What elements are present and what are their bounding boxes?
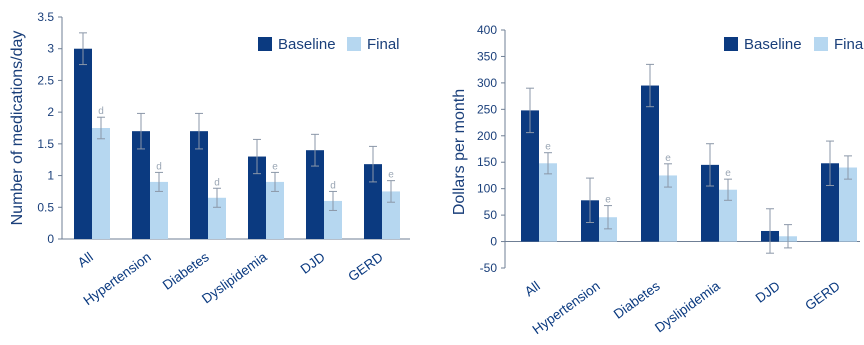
chart1-significance-label: e <box>388 170 394 181</box>
chart2-y-tick-label: 200 <box>477 129 497 143</box>
chart1-bar-final-dyslipidemia <box>266 181 284 239</box>
chart1-bar-final-gerd <box>382 191 400 239</box>
chart1-significance-label: e <box>272 161 278 172</box>
chart2-category-label: Dyslipidemia <box>652 278 723 335</box>
chart1-y-tick-label: 3.5 <box>37 10 54 24</box>
chart2-bar-baseline-all <box>521 110 539 242</box>
chart1-legend-label-baseline: Baseline <box>278 36 336 53</box>
chart1-y-tick-label: 0.5 <box>37 200 54 214</box>
chart1-y-tick-label: 2 <box>47 105 54 119</box>
chart1-y-tick-label: 3 <box>47 42 54 56</box>
chart2-y-tick-label: 50 <box>484 208 498 222</box>
chart1-y-tick-label: 1.5 <box>37 137 54 151</box>
chart2-significance-label: e <box>605 195 611 206</box>
chart1-y-tick-label: 2.5 <box>37 73 54 87</box>
chart2-legend-swatch-baseline <box>724 37 738 51</box>
chart2-category-label: Hypertension <box>530 278 603 337</box>
chart2-y-tick-label: 300 <box>477 76 497 90</box>
chart2-y-axis-title: Dollars per month <box>451 89 468 215</box>
chart1-bar-baseline-djd <box>306 150 324 239</box>
chart1-y-tick-label: 0 <box>47 232 54 246</box>
chart1-category-label: All <box>75 249 96 270</box>
chart1-y-tick-label: 1 <box>47 169 54 183</box>
chart1-bar-baseline-diabetes <box>190 131 208 239</box>
chart1-bar-final-djd <box>324 200 342 239</box>
chart1-category-label: DJD <box>298 249 328 277</box>
chart1-bar-baseline-hypertension <box>132 131 150 239</box>
chart2-bar-final-diabetes <box>659 175 677 242</box>
chart1-bar-final-hypertension <box>150 181 168 239</box>
chart1-y-axis-title: Number of medications/day <box>9 31 26 226</box>
chart2-category-label: DJD <box>753 278 783 306</box>
chart2-y-tick-label: -50 <box>480 261 498 275</box>
chart2-y-tick-label: 150 <box>477 155 497 169</box>
chart1-bar-baseline-dyslipidemia <box>248 156 266 239</box>
chart1-bar-final-diabetes <box>208 197 226 239</box>
chart2-category-label: All <box>522 278 543 299</box>
chart1-significance-label: d <box>98 106 104 117</box>
chart2-bar-final-all <box>539 163 557 242</box>
chart2-y-tick-label: 100 <box>477 182 497 196</box>
chart1-category-label: Diabetes <box>160 249 212 293</box>
chart1-legend-swatch-baseline <box>258 37 272 51</box>
chart1-significance-label: d <box>330 180 336 191</box>
chart2-bar-baseline-diabetes <box>641 85 659 242</box>
chart1-legend-label-final: Final <box>367 36 400 53</box>
chart2-category-label: Diabetes <box>611 278 663 322</box>
chart2-significance-label: e <box>665 153 671 164</box>
chart1-significance-label: d <box>156 161 162 172</box>
chart2-bar-final-gerd <box>839 167 857 242</box>
chart1-bar-baseline-all <box>74 48 92 239</box>
chart1-bar-baseline-gerd <box>364 164 382 239</box>
chart2-legend-swatch-final <box>814 37 828 51</box>
chart2-legend-label-baseline: Baseline <box>744 36 802 53</box>
chart2-significance-label: e <box>725 168 731 179</box>
chart2-y-tick-label: 400 <box>477 23 497 37</box>
chart2-legend-label-final: Final <box>834 36 864 53</box>
chart1-bar-final-all <box>92 128 110 239</box>
chart1-category-label: Dyslipidemia <box>199 249 270 306</box>
chart2-y-tick-label: 0 <box>490 235 497 249</box>
chart2-bar-final-hypertension <box>599 217 617 242</box>
chart2-bar-baseline-dyslipidemia <box>701 164 719 242</box>
chart1-significance-label: d <box>214 177 220 188</box>
chart2-y-tick-label: 250 <box>477 102 497 116</box>
chart2-bar-baseline-gerd <box>821 163 839 242</box>
chart2-significance-label: e <box>545 142 551 153</box>
chart2-bar-final-dyslipidemia <box>719 189 737 242</box>
chart2-category-label: GERD <box>802 278 843 313</box>
chart1-legend-swatch-final <box>347 37 361 51</box>
chart2-y-tick-label: 350 <box>477 49 497 63</box>
chart1-category-label: GERD <box>345 249 386 284</box>
